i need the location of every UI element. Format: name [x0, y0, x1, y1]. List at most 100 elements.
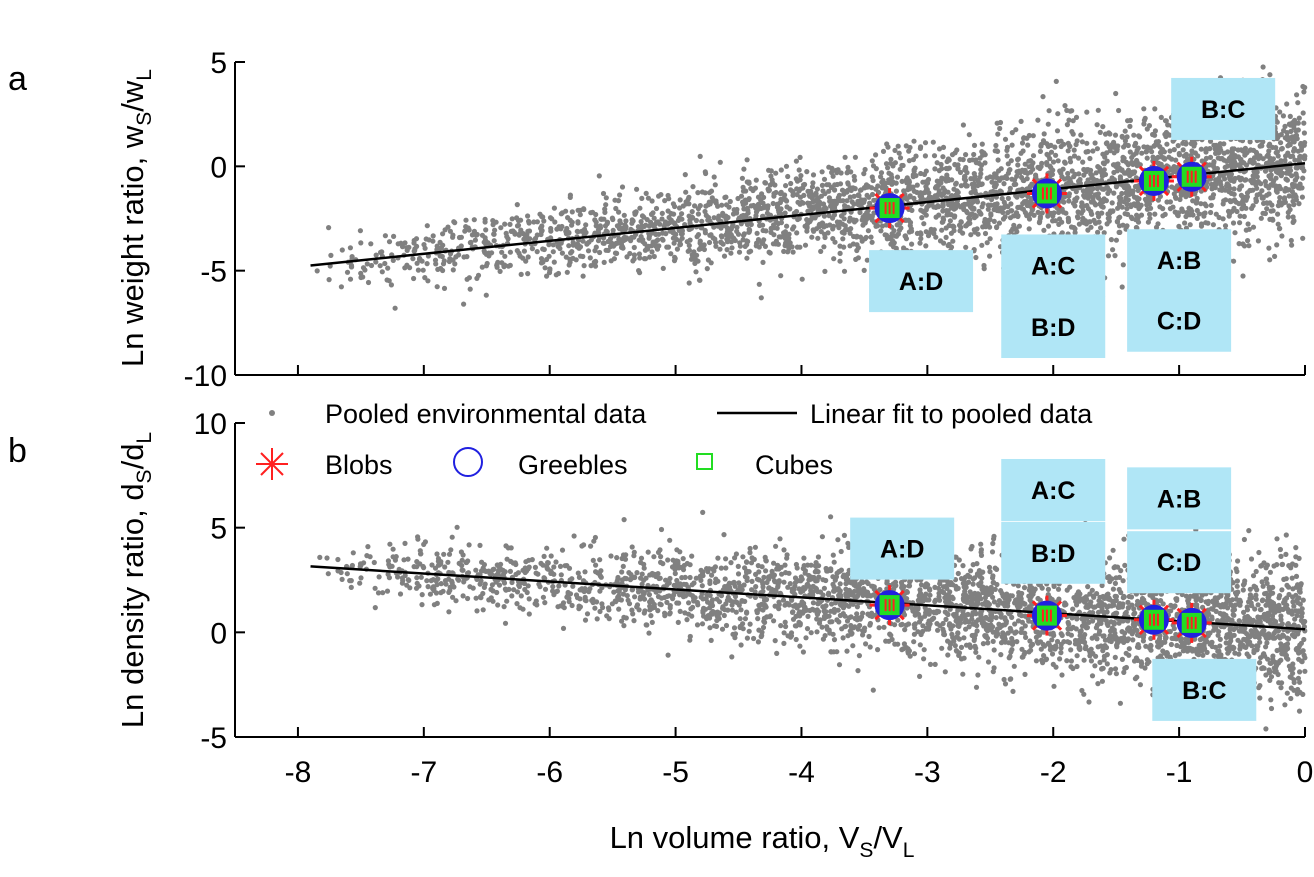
scatter-dot [863, 234, 869, 241]
scatter-dot [997, 188, 1003, 194]
scatter-dot [1084, 109, 1090, 115]
scatter-dot [721, 253, 728, 259]
scatter-dot [1065, 170, 1071, 177]
scatter-dot [1131, 132, 1137, 138]
scatter-dot [1024, 176, 1030, 182]
scatter-dot [748, 221, 754, 228]
scatter-dot [914, 230, 921, 236]
scatter-dot [1073, 198, 1079, 204]
scatter-dot [764, 210, 771, 216]
scatter-dot [1119, 190, 1125, 197]
scatter-dot [674, 246, 681, 252]
scatter-dot [918, 170, 924, 177]
scatter-dot [1076, 221, 1082, 227]
scatter-dot [935, 191, 941, 197]
scatter-dot [1167, 148, 1173, 154]
scatter-dot [512, 560, 518, 566]
scatter-dot [778, 273, 784, 279]
scatter-dot [1122, 211, 1128, 217]
scatter-dot [1001, 181, 1007, 187]
scatter-dot [1188, 141, 1194, 147]
scatter-dot [883, 185, 889, 191]
scatter-dot [561, 605, 567, 611]
scatter-dot [338, 284, 344, 290]
scatter-dot [462, 228, 468, 234]
scatter-dot [649, 249, 655, 255]
scatter-dot [525, 213, 531, 219]
scatter-dot [1095, 229, 1101, 235]
scatter-dot [1295, 100, 1301, 106]
scatter-dot [592, 605, 598, 611]
scatter-dot [790, 249, 796, 255]
scatter-dot [1267, 72, 1273, 78]
scatter-dot [550, 242, 556, 248]
scatter-dot [1094, 122, 1100, 128]
scatter-dot [971, 142, 978, 148]
scatter-dot [968, 201, 974, 207]
scatter-dot [939, 227, 945, 233]
scatter-dot [798, 173, 804, 179]
scatter-dot [585, 248, 592, 254]
scatter-dot [860, 610, 866, 616]
scatter-dot [651, 554, 657, 560]
scatter-dot [583, 222, 589, 228]
scatter-dot [448, 547, 454, 553]
scatter-dot [659, 216, 665, 222]
scatter-dot [566, 262, 572, 268]
scatter-dot [988, 211, 994, 217]
scatter-dot [835, 222, 841, 228]
scatter-dot [490, 222, 496, 228]
scatter-dot [1028, 211, 1034, 217]
scatter-dot [592, 263, 599, 269]
scatter-dot [974, 199, 981, 205]
scatter-dot [1282, 702, 1288, 708]
scatter-dot [651, 253, 657, 260]
scatter-dot [919, 215, 925, 221]
scatter-dot [620, 563, 626, 570]
scatter-dot [1260, 210, 1266, 216]
scatter-dot [564, 225, 570, 232]
scatter-dot [1277, 109, 1283, 115]
scatter-dot [502, 253, 508, 259]
scatter-dot [1113, 671, 1119, 677]
scatter-dot [486, 253, 492, 259]
scatter-dot [639, 195, 645, 201]
pair-label-text: A:C [1031, 252, 1075, 280]
scatter-dot [660, 265, 666, 271]
scatter-dot [1127, 123, 1133, 129]
scatter-dot [1227, 185, 1233, 191]
panel-a-chart: A:DA:CB:DA:BC:DB:C -10-505 Ln weight rat… [115, 47, 1308, 393]
scatter-dot [711, 174, 717, 180]
scatter-dot [849, 199, 855, 205]
scatter-dot [501, 604, 507, 610]
scatter-dot [1158, 114, 1164, 120]
scatter-dot [754, 203, 760, 209]
scatter-dot [1136, 205, 1142, 212]
scatter-dot [1060, 198, 1066, 204]
scatter-dot [830, 173, 836, 179]
scatter-dot [544, 273, 550, 279]
scatter-dot [1009, 142, 1015, 148]
scatter-dot [818, 229, 824, 235]
scatter-dot [1292, 117, 1298, 123]
scatter-dot [391, 233, 397, 239]
scatter-dot [1250, 203, 1256, 209]
scatter-dot [649, 198, 655, 204]
scatter-dot [1090, 148, 1096, 154]
scatter-dot [1293, 128, 1299, 134]
scatter-dot [1213, 211, 1219, 217]
scatter-dot [837, 258, 843, 264]
scatter-dot [630, 611, 636, 617]
scatter-dot [837, 181, 844, 187]
scatter-dot [799, 276, 805, 282]
scatter-dot [971, 227, 977, 233]
scatter-dot [627, 250, 633, 257]
scatter-dot [1186, 205, 1192, 211]
scatter-dot [778, 211, 784, 217]
scatter-dot [918, 236, 924, 242]
scatter-dot [771, 193, 777, 199]
scatter-dot [1273, 150, 1279, 156]
scatter-dot [841, 244, 847, 250]
scatter-dot [856, 653, 863, 659]
scatter-dot [995, 157, 1001, 163]
